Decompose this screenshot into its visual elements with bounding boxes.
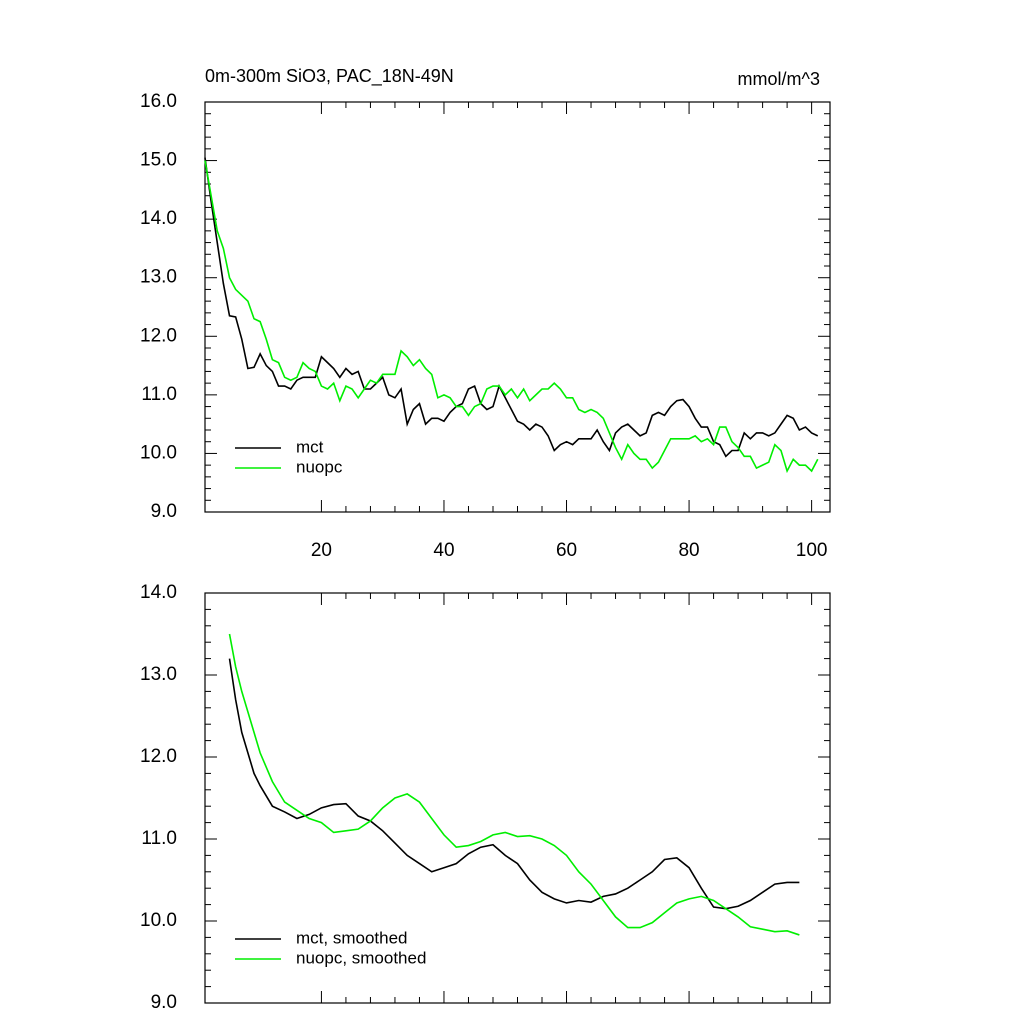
chart-title: 0m-300m SiO3, PAC_18N-49N: [205, 66, 454, 87]
y-tick-label: 12.0: [140, 325, 177, 346]
y-tick-label: 11.0: [141, 828, 177, 849]
units-label: mmol/m^3: [738, 69, 820, 89]
y-tick-label: 14.0: [140, 208, 177, 229]
y-tick-label: 16.0: [140, 91, 177, 112]
x-tick-label: 60: [556, 540, 577, 561]
y-tick-label: 9.0: [151, 501, 177, 522]
data-line: [228, 658, 800, 910]
y-tick-label: 13.0: [140, 267, 177, 288]
legend-label: nuopc, smoothed: [296, 948, 426, 967]
y-tick-label: 13.0: [140, 664, 177, 685]
data-line: [228, 633, 800, 936]
data-line: [204, 160, 819, 474]
y-tick-label: 10.0: [140, 442, 177, 463]
x-tick-label: 40: [433, 540, 454, 561]
y-tick-label: 9.0: [151, 992, 177, 1013]
legend-label: mct: [296, 437, 324, 456]
y-tick-label: 12.0: [140, 746, 177, 767]
x-tick-label: 80: [678, 540, 699, 561]
legend-label: nuopc: [296, 457, 343, 476]
x-tick-label: 100: [796, 540, 828, 561]
y-tick-label: 15.0: [140, 150, 177, 171]
y-tick-label: 11.0: [141, 384, 177, 405]
y-tick-label: 10.0: [140, 910, 177, 931]
y-tick-label: 14.0: [140, 582, 177, 603]
x-tick-label: 20: [311, 540, 332, 561]
legend-label: mct, smoothed: [296, 928, 408, 947]
data-line: [204, 157, 819, 458]
